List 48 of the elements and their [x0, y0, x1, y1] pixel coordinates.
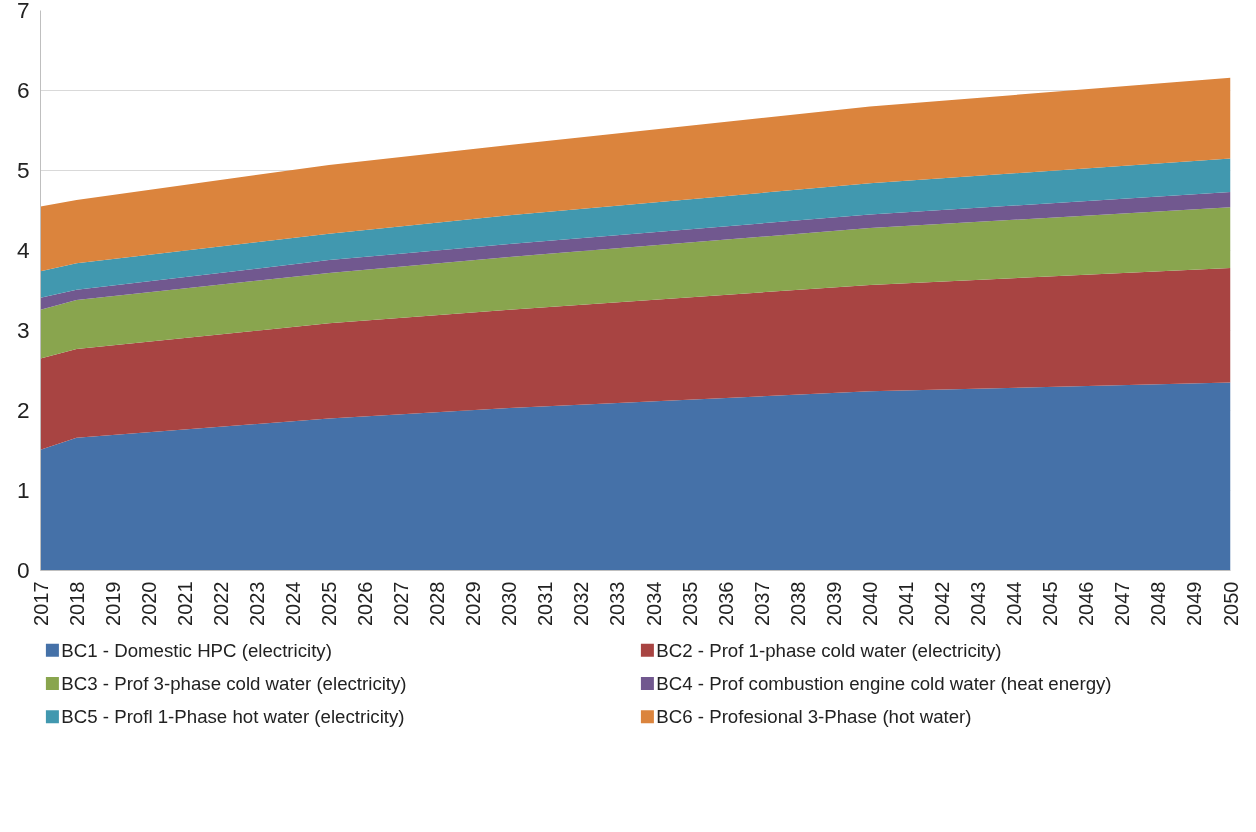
y-tick-label: 2	[16, 397, 30, 423]
x-tick-label: 2022	[209, 581, 232, 626]
x-tick-label: 2028	[426, 581, 449, 626]
y-tick-label: 3	[16, 317, 30, 343]
x-tick-label: 2032	[570, 581, 593, 626]
x-tick-label: 2026	[354, 581, 377, 626]
x-tick-label: 2020	[137, 581, 160, 626]
x-tick-label: 2017	[29, 581, 52, 626]
x-tick-label: 2037	[750, 581, 773, 626]
y-tick-label: 5	[16, 157, 30, 183]
x-tick-label: 2050	[1219, 581, 1242, 626]
x-tick-label: 2019	[101, 581, 124, 626]
x-tick-label: 2018	[65, 581, 88, 626]
legend-label: BC1 - Domestic HPC (electricity)	[61, 639, 332, 661]
x-tick-label: 2027	[390, 581, 413, 626]
x-tick-label: 2041	[894, 581, 917, 626]
legend-label: BC5 - Profl 1-Phase hot water (electricity)	[61, 706, 405, 728]
x-tick-label: 2039	[822, 581, 845, 626]
legend-label: BC6 - Profesional 3-Phase (hot water)	[656, 706, 972, 728]
y-tick-label: 6	[16, 77, 30, 103]
x-tick-label: 2035	[678, 581, 701, 626]
legend-label: BC3 - Prof 3-phase cold water (electricity)	[61, 673, 407, 694]
x-tick-label: 2021	[173, 581, 196, 626]
legend-label: BC4 - Prof combustion engine cold water (heat energy)	[656, 673, 1112, 694]
x-tick-label: 2025	[317, 581, 340, 626]
x-tick-label: 2030	[498, 581, 521, 626]
x-tick-label: 2031	[534, 581, 557, 626]
legend-label: BC2 - Prof 1-phase cold water (electricity)	[656, 639, 1002, 661]
y-tick-label: 7	[16, 0, 30, 23]
y-tick-label: 1	[16, 477, 30, 503]
x-tick-label: 2040	[858, 581, 881, 626]
x-tick-label: 2048	[1147, 581, 1170, 626]
x-tick-label: 2024	[281, 581, 304, 626]
x-tick-label: 2038	[786, 581, 809, 626]
y-tick-label: 0	[16, 557, 30, 583]
x-tick-label: 2049	[1183, 581, 1206, 626]
x-tick-label: 2042	[931, 581, 954, 626]
x-tick-label: 2034	[642, 581, 665, 626]
x-tick-label: 2023	[245, 581, 268, 626]
x-tick-label: 2047	[1111, 581, 1134, 626]
x-tick-label: 2029	[462, 581, 485, 626]
x-tick-label: 2036	[714, 581, 737, 626]
y-tick-label: 4	[16, 237, 30, 263]
x-tick-label: 2045	[1039, 581, 1062, 626]
x-tick-label: 2046	[1075, 581, 1098, 626]
x-tick-label: 2043	[967, 581, 990, 626]
x-tick-label: 2044	[1003, 581, 1026, 626]
x-tick-label: 2033	[606, 581, 629, 626]
